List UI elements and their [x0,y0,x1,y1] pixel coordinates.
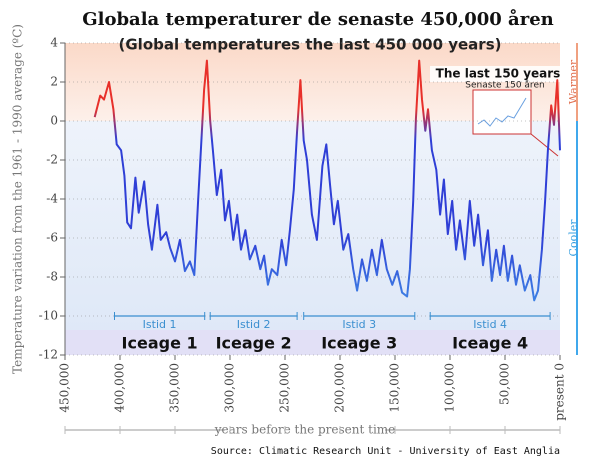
iceage-label-en: Iceage 4 [452,334,528,353]
inset-title: The last 150 years [436,67,561,81]
x-tick-label: 350,000 [168,363,182,413]
iceage-label: Istid 1 [143,318,177,331]
x-tick-label: present 0 [553,363,567,421]
x-tick-label: 400,000 [113,363,127,413]
iceage-label-en: Iceage 2 [216,334,292,353]
y-tick-label: -8 [46,270,58,284]
iceage-label-en: Iceage 1 [122,334,198,353]
x-label-bg [225,423,385,437]
warm-label: Warmer [567,59,580,104]
iceage-label: Istid 4 [473,318,507,331]
iceage-band [65,330,560,355]
temperature-line [93,59,561,302]
iceage-label-en: Iceage 3 [321,334,397,353]
x-tick-label: 50,000 [498,363,512,405]
y-tick-label: -2 [46,153,58,167]
inset-title-bg [430,66,568,82]
x-tick-label: 150,000 [388,363,402,413]
x-tick-label: 300,000 [223,363,237,413]
x-axis-label: years before the present time [214,423,396,437]
x-tick-label: 250,000 [278,363,292,413]
cool-label: Cooler [567,219,580,257]
y-tick-label: 0 [50,114,58,128]
iceage-label: Istid 3 [342,318,376,331]
x-tick-label: 450,000 [58,363,72,413]
x-tick-label: 200,000 [333,363,347,413]
y-tick-label: -4 [46,192,58,206]
inset-pointer [530,133,559,157]
chart-title: Globala temperaturer de senaste 450,000 … [82,7,554,30]
y-tick-label: -12 [39,348,58,362]
y-axis-label: Temperature variation from the 1961 - 19… [11,24,25,374]
y-tick-label: -6 [46,231,58,245]
source: Source: Climatic Research Unit - Univers… [211,446,560,457]
inset-box [472,89,532,135]
iceage-label: Istid 2 [237,318,271,331]
y-tick-label: 2 [50,75,58,89]
chart-subtitle: (Global temperatures the last 450 000 ye… [119,36,502,54]
y-tick-label: 4 [50,36,58,50]
inset-sketch [477,97,527,127]
inset-subtitle: Senaste 150 åren [465,80,544,91]
x-tick-label: 100,000 [443,363,457,413]
y-tick-label: -10 [39,309,58,323]
